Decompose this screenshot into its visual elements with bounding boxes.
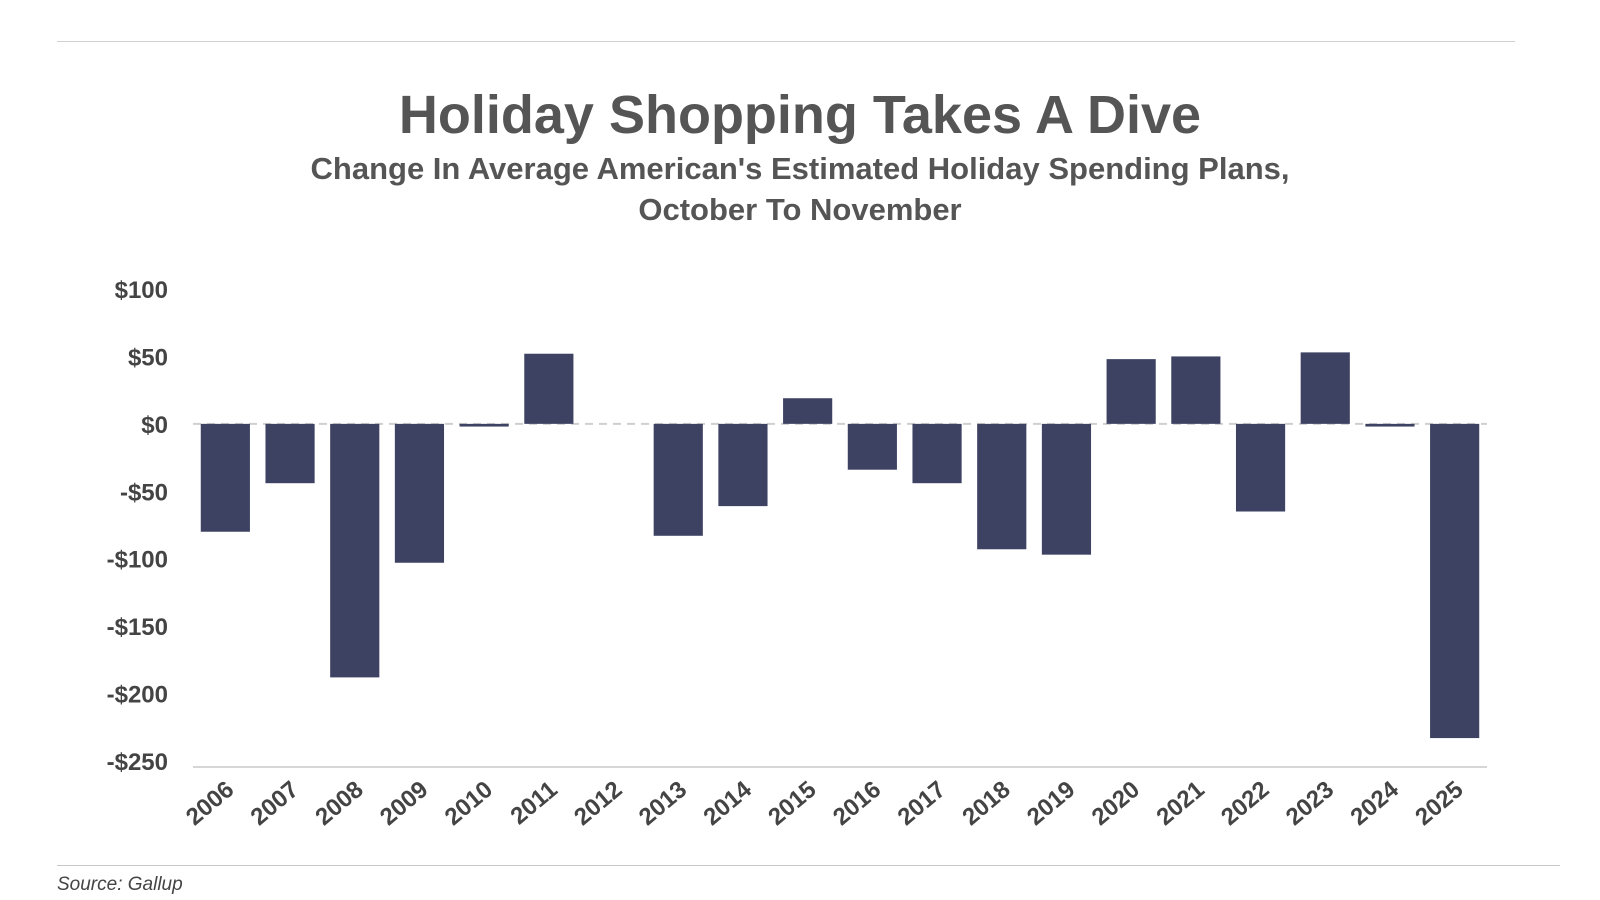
x-tick-label: 2020 <box>1087 776 1145 831</box>
y-tick-label: -$150 <box>107 614 168 641</box>
y-tick-label: -$250 <box>107 749 168 776</box>
x-tick-label: 2022 <box>1216 776 1274 831</box>
bar-2016 <box>847 423 897 470</box>
bar-2017 <box>912 423 962 484</box>
x-tick-label: 2014 <box>699 775 758 830</box>
source-note: Source: Gallup <box>57 874 183 895</box>
x-tick-label: 2009 <box>375 776 433 831</box>
x-tick-label: 2007 <box>246 776 304 831</box>
bar-2021 <box>1171 356 1221 424</box>
x-tick-label: 2008 <box>310 776 368 831</box>
bar-2019 <box>1041 423 1092 555</box>
y-tick-label: -$100 <box>107 547 168 574</box>
bar-2009 <box>394 423 445 563</box>
bar-2022 <box>1235 423 1286 512</box>
x-tick-label: 2025 <box>1410 776 1468 831</box>
x-tick-label: 2017 <box>893 776 951 831</box>
x-tick-label: 2016 <box>828 776 886 831</box>
subtitle-line-2: October To November <box>638 192 962 227</box>
bar-2007 <box>265 423 315 484</box>
y-tick-label: -$50 <box>120 479 168 506</box>
bar-chart: $100$50$0-$50-$100-$150-$200-$250 2006 20… <box>107 277 1487 831</box>
bar-2010 <box>459 423 509 427</box>
bar-2008 <box>330 423 380 678</box>
chart-title: Holiday Shopping Takes A Dive <box>398 85 1202 145</box>
x-tick-label: 2013 <box>634 776 692 831</box>
bar-2020 <box>1106 359 1156 424</box>
x-tick-label: 2010 <box>440 776 498 831</box>
bar-2025 <box>1430 423 1480 739</box>
y-tick-label: -$200 <box>107 682 168 709</box>
y-tick-label: $100 <box>115 277 168 304</box>
x-tick-label: 2021 <box>1151 776 1209 831</box>
x-tick-label: 2024 <box>1346 775 1405 830</box>
x-tick-label: 2019 <box>1022 776 1080 831</box>
bar-2006 <box>200 423 250 532</box>
subtitle-line-1: Change In Average American's Estimated H… <box>310 151 1290 186</box>
x-tick-label: 2018 <box>957 776 1015 831</box>
bottom-divider <box>57 865 1560 866</box>
bar-2014 <box>718 423 768 507</box>
x-tick-label: 2012 <box>569 776 627 831</box>
chart-subtitle: Change In Average American's Estimated H… <box>0 148 1600 230</box>
y-tick-label: $0 <box>141 412 168 439</box>
bar-2013 <box>653 423 703 536</box>
x-axis-ticks: 2006 2007 2008 2009 2010 2011 2012 2013 2014 2015… <box>181 775 1469 830</box>
x-tick-label: 2015 <box>763 776 821 831</box>
bar-2024 <box>1365 423 1415 427</box>
bar-2023 <box>1300 352 1350 424</box>
x-tick-label: 2023 <box>1281 776 1339 831</box>
y-axis-ticks: $100 $50 $0 -$50 -$100 -$150 -$200 -$250 <box>107 277 168 776</box>
y-tick-label: $50 <box>128 344 168 371</box>
bar-2015 <box>783 398 833 424</box>
top-divider <box>57 41 1515 42</box>
bar-2011 <box>524 353 574 424</box>
x-tick-label: 2011 <box>505 776 562 830</box>
bars <box>200 352 1480 739</box>
x-tick-label: 2006 <box>181 776 239 831</box>
bar-2018 <box>977 423 1027 550</box>
